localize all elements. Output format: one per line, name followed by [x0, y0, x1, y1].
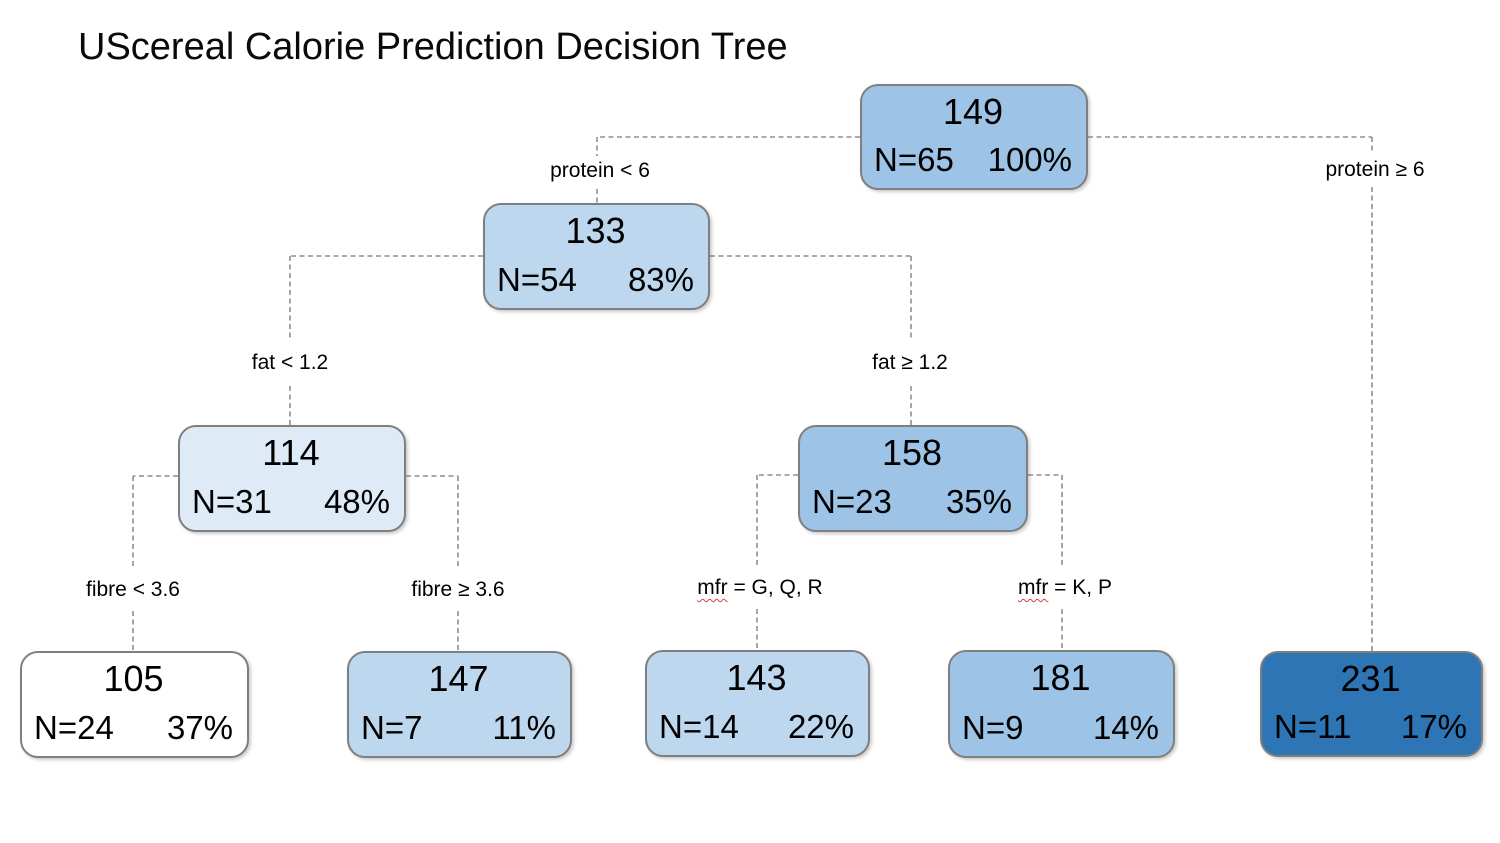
node-count: N=14 [659, 708, 739, 745]
tree-node-fat-ge: 158 N=23 35% [798, 425, 1028, 532]
node-value: 149 [942, 91, 1004, 132]
split-label-mfr-kp: mfr = K, P [1015, 575, 1115, 601]
node-value: 143 [726, 657, 787, 698]
split-label-mfr-gqr: mfr = G, Q, R [694, 575, 826, 601]
tree-node-root: 149 N=65 100% [860, 84, 1088, 190]
misspelled-word-mfr: mfr [1018, 576, 1049, 599]
tree-leaf-mfr-kp: 181 N=9 14% [948, 650, 1175, 758]
node-count: N=7 [361, 709, 423, 746]
node-percent: 14% [1092, 709, 1159, 746]
split-label-fibre-lt: fibre < 3.6 [83, 577, 183, 603]
split-label-protein-lt: protein < 6 [547, 158, 653, 184]
node-value: 105 [103, 658, 164, 699]
node-value: 158 [881, 432, 943, 473]
page-title: UScereal Calorie Prediction Decision Tre… [78, 26, 788, 68]
node-count: N=9 [962, 709, 1024, 746]
node-percent: 48% [323, 483, 390, 520]
node-percent: 11% [492, 709, 556, 746]
split-label-fibre-ge: fibre ≥ 3.6 [408, 577, 508, 603]
split-label-fat-ge: fat ≥ 1.2 [869, 350, 951, 376]
connector-114-to-147 [406, 475, 459, 651]
tree-leaf-protein-ge: 231 N=11 17% [1260, 651, 1483, 757]
node-value: 231 [1340, 658, 1401, 699]
node-percent: 22% [787, 708, 854, 745]
split-label-rest: = K, P [1048, 576, 1112, 599]
split-label-protein-ge: protein ≥ 6 [1322, 157, 1428, 183]
node-value: 181 [1030, 657, 1091, 698]
node-percent: 100% [987, 141, 1072, 178]
split-label-rest: = G, Q, R [727, 576, 823, 599]
tree-leaf-fibre-ge: 147 N=7 11% [347, 651, 572, 758]
connector-root-to-231 [1088, 136, 1373, 651]
node-value: 114 [262, 432, 320, 473]
node-value: 147 [428, 658, 489, 699]
node-percent: 35% [945, 483, 1012, 520]
node-percent: 17% [1400, 708, 1467, 745]
connector-114-to-105 [132, 475, 178, 651]
connector-root-to-133 [596, 136, 860, 203]
tree-node-fat-lt: 114 N=31 48% [178, 425, 406, 532]
split-label-fat-lt: fat < 1.2 [248, 350, 332, 376]
connector-133-to-158 [710, 255, 912, 425]
node-value: 133 [565, 210, 626, 251]
node-percent: 83% [627, 261, 694, 298]
node-count: N=31 [192, 483, 272, 520]
tree-leaf-mfr-gqr: 143 N=14 22% [645, 650, 870, 757]
node-count: N=11 [1274, 708, 1352, 745]
node-count: N=23 [812, 483, 892, 520]
node-count: N=24 [34, 709, 114, 746]
connector-133-to-114 [289, 255, 483, 425]
connector-158-to-143 [756, 474, 798, 650]
node-percent: 37% [166, 709, 233, 746]
misspelled-word-mfr: mfr [697, 576, 728, 599]
node-count: N=65 [874, 141, 954, 178]
tree-node-protein-lt: 133 N=54 83% [483, 203, 710, 310]
node-count: N=54 [497, 261, 577, 298]
tree-leaf-fibre-lt: 105 N=24 37% [20, 651, 249, 758]
connector-158-to-181 [1028, 474, 1063, 650]
